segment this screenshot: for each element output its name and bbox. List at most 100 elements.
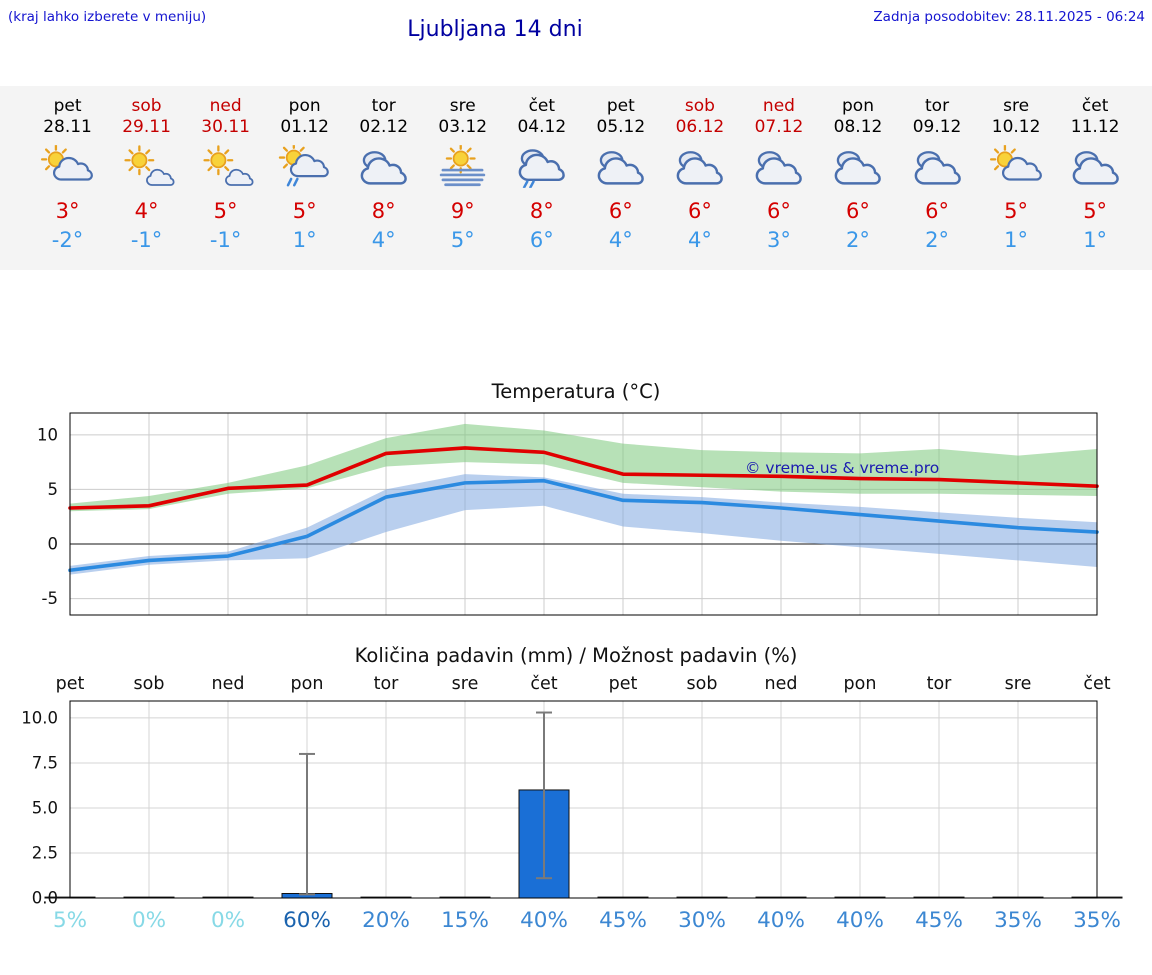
low-temp: 1° [292, 228, 317, 252]
low-temp: 6° [529, 228, 554, 252]
forecast-day: čet 11.12 5° 1° [1056, 96, 1135, 252]
high-temp: 4° [134, 199, 159, 223]
day-label: sre [452, 674, 479, 694]
cloud-icon [829, 145, 886, 188]
day-date: 04.12 [517, 117, 567, 137]
precip-whisker [536, 711, 552, 880]
forecast-day: ned 30.11 5° -1° [186, 96, 265, 252]
day-date: 29.11 [122, 117, 171, 137]
day-date: 01.12 [280, 117, 329, 137]
high-temp: 6° [846, 199, 870, 223]
precip-probability: 0% [132, 908, 166, 933]
watermark: © vreme.us & vreme.pro [745, 459, 939, 477]
precip-probability: 15% [441, 908, 489, 933]
y-tick-label: -5 [42, 589, 58, 608]
day-date: 28.11 [43, 117, 92, 137]
y-tick-label: 10 [37, 425, 58, 444]
last-update-text: Zadnja posodobitev: 28.11.2025 - 06:24 [873, 9, 1145, 25]
low-temp: 1° [1004, 228, 1029, 252]
high-temp: 5° [1004, 199, 1029, 223]
high-temp: 6° [925, 199, 949, 223]
day-label: ned [762, 96, 795, 116]
day-label: sre [449, 96, 476, 116]
precipitation-chart: pet sob ned pon tor sre čet pet sob ned pon tor sre č… [21, 674, 1123, 933]
high-temp: 8° [529, 199, 554, 223]
day-label: sre [1005, 674, 1032, 694]
day-label: čet [1081, 96, 1109, 116]
day-date: 30.11 [201, 117, 250, 137]
day-label: pon [291, 674, 324, 694]
day-date: 06.12 [675, 117, 725, 137]
sun-cloud-icon [988, 145, 1045, 188]
precip-probability: 20% [362, 908, 410, 933]
day-label: pet [53, 96, 82, 116]
day-label: pet [609, 674, 638, 694]
day-label: tor [371, 96, 396, 116]
day-label: sob [134, 674, 165, 694]
cloud-icon [750, 145, 807, 188]
cloud-rain-icon [513, 145, 570, 188]
precip-probability: 45% [599, 908, 647, 933]
low-temp: 5° [450, 228, 475, 252]
low-temp: -1° [209, 228, 242, 252]
low-temp: 2° [846, 228, 870, 252]
page-title: Ljubljana 14 dni [407, 17, 583, 42]
forecast-day: pet 05.12 6° 4° [581, 96, 660, 252]
precip-probability: 30% [678, 908, 726, 933]
forecast-day: pet 28.11 3° -2° [28, 96, 107, 252]
day-label: sre [1003, 96, 1030, 116]
low-temp: 2° [925, 228, 949, 252]
y-tick-label: 7.5 [32, 753, 58, 772]
forecast-day: tor 02.12 8° 4° [344, 96, 423, 252]
forecast-day: tor 09.12 6° 2° [898, 96, 977, 252]
plot-border [69, 700, 1098, 899]
precip-probability: 40% [757, 908, 805, 933]
day-label: pet [606, 96, 635, 116]
precip-probability: 45% [915, 908, 963, 933]
day-label: čet [530, 674, 557, 694]
day-label: čet [1083, 674, 1110, 694]
cloud-icon [1067, 145, 1124, 188]
high-temp: 9° [450, 199, 475, 223]
precip-probability: 5% [53, 908, 87, 933]
day-label: ned [765, 674, 798, 694]
day-date: 05.12 [596, 117, 646, 137]
high-temp: 3° [55, 199, 80, 223]
temperature-chart-title: Temperatura (°C) [491, 380, 661, 403]
max_temp-line [68, 446, 1099, 510]
precip-probability: 40% [520, 908, 568, 933]
low-temp: -2° [51, 228, 84, 252]
day-label: sob [131, 96, 162, 116]
forecast-day: pon 01.12 5° 1° [265, 96, 344, 252]
day-label: tor [927, 674, 953, 694]
precip-whisker [299, 752, 315, 896]
high-temp: 8° [371, 199, 396, 223]
day-label: pon [842, 96, 874, 116]
forecast-strip: pet 28.11 3° -2° sob 29.11 4° -1° ned 30… [0, 86, 1152, 270]
header: (kraj lahko izberete v meniju) Ljubljana… [0, 0, 1152, 52]
high-temp: 6° [687, 199, 712, 223]
sun-fog-icon [434, 145, 491, 188]
cloud-icon [909, 145, 966, 188]
y-tick-label: 2.5 [32, 843, 58, 862]
forecast-day: sre 10.12 5° 1° [977, 96, 1056, 252]
high-temp: 5° [1083, 199, 1108, 223]
day-date: 10.12 [991, 117, 1041, 137]
day-label: tor [374, 674, 400, 694]
day-date: 03.12 [438, 117, 488, 137]
high-temp: 6° [767, 199, 791, 223]
cloud-icon [592, 145, 649, 188]
y-tick-label: 5.0 [32, 798, 58, 817]
day-date: 09.12 [912, 117, 962, 137]
sun-small-cloud-icon [197, 145, 254, 188]
high-temp: 6° [608, 199, 633, 223]
precip-probability: 35% [994, 908, 1042, 933]
y-tick-label: 5 [48, 480, 59, 499]
max_temp_range-band [70, 423, 1097, 512]
temperature-chart: -5 0 5 10 © vreme.us & vreme.pro [37, 412, 1099, 616]
day-date: 11.12 [1070, 117, 1120, 137]
min_temp_range-band [70, 474, 1097, 575]
day-label: ned [209, 96, 242, 116]
sun-cloud-rain-icon [276, 145, 333, 188]
precip-probability: 0% [211, 908, 245, 933]
